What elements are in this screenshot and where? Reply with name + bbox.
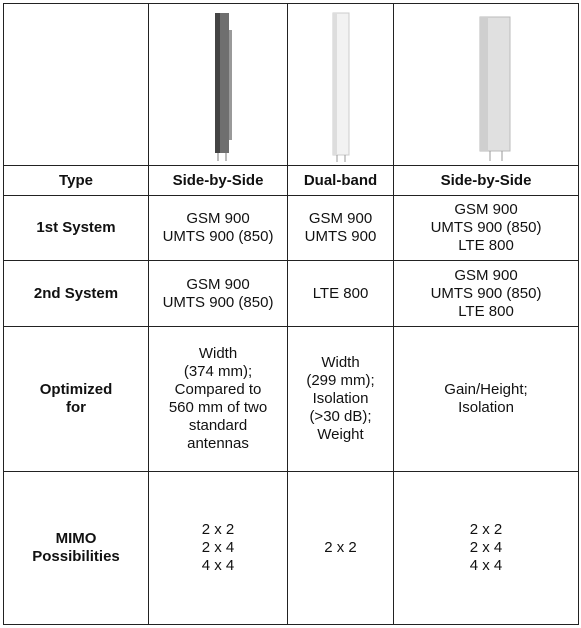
cell-line: GSM 900 — [186, 210, 250, 227]
cell-line: 2nd System — [33, 284, 119, 302]
cell-line: 4 x 4 — [201, 557, 235, 574]
cell-line: UMTS 900 (850) — [430, 284, 542, 302]
cell-line: 2 x 2 — [324, 539, 357, 556]
cell-line: Compared to — [174, 381, 262, 398]
cell-line: Isolation — [312, 390, 369, 407]
header-cell: Dual-band — [287, 165, 394, 196]
cell-line: (299 mm); — [306, 372, 375, 389]
header-cell: Side-by-Side — [393, 165, 579, 196]
cell-line: 2 x 4 — [469, 539, 503, 556]
cell-line: (>30 dB); — [309, 408, 372, 425]
antenna-image — [332, 12, 350, 162]
spec-table: Type Side-by-Side Dual-band Side-by-Side 1st… — [3, 3, 579, 625]
row-label: 1st System — [3, 195, 149, 261]
cell-line: UMTS 900 (850) — [162, 228, 274, 245]
cell-line: Width — [198, 345, 238, 362]
image-cell — [393, 3, 579, 166]
image-cell — [148, 3, 288, 166]
image-row — [3, 3, 579, 166]
cell-line: 2 x 2 — [469, 521, 503, 538]
row-label: Optimized for — [3, 326, 149, 472]
data-cell: Width (374 mm); Compared to 560 mm of two st… — [148, 326, 288, 472]
data-row: 1st System GSM 900 UMTS 900 (850) GSM 900 UM… — [3, 195, 579, 261]
cell-line: standard — [188, 417, 248, 434]
cell-line: antennas — [187, 435, 249, 452]
data-cell: LTE 800 — [287, 260, 394, 327]
cell-line: Optimized — [39, 381, 113, 398]
cell-line: UMTS 900 — [304, 228, 377, 245]
data-cell: Width (299 mm); Isolation (>30 dB); Weight — [287, 326, 394, 472]
cell-line: Weight — [317, 426, 364, 443]
header-cell: Type — [3, 165, 149, 196]
cell-line: 1st System — [36, 219, 116, 236]
cell-line: MIMO — [55, 530, 97, 547]
cell-line: GSM 900 — [186, 275, 250, 293]
cell-line: Width — [321, 354, 360, 371]
cell-line: 2 x 2 — [201, 521, 235, 538]
cell-line: 560 mm of two — [168, 399, 268, 416]
cell-line: GSM 900 — [454, 201, 518, 218]
cell-line: Gain/Height; — [444, 381, 528, 398]
cell-line: 2 x 4 — [201, 539, 235, 556]
data-cell: GSM 900 UMTS 900 — [287, 195, 394, 261]
data-cell: GSM 900 UMTS 900 (850) LTE 800 — [393, 260, 579, 327]
header-cell: Side-by-Side — [148, 165, 288, 196]
cell-line: LTE 800 — [458, 302, 514, 320]
cell-line: LTE 800 — [312, 284, 369, 302]
cell-line: GSM 900 — [308, 210, 373, 227]
cell-line: 4 x 4 — [469, 557, 503, 574]
header-row: Type Side-by-Side Dual-band Side-by-Side — [3, 165, 579, 196]
image-cell — [287, 3, 394, 166]
antenna-image — [215, 12, 232, 161]
cell-line: (374 mm); — [183, 363, 253, 380]
antenna-image — [479, 16, 511, 161]
data-row: 2nd System GSM 900 UMTS 900 (850) LTE 800 GS… — [3, 260, 579, 327]
cell-line: for — [66, 399, 86, 416]
cell-line: UMTS 900 (850) — [162, 293, 274, 311]
row-label: 2nd System — [3, 260, 149, 327]
cell-line: Isolation — [458, 399, 514, 416]
cell-line: LTE 800 — [458, 237, 514, 254]
data-row: Optimized for Width (374 mm); Compared to 560… — [3, 326, 579, 472]
cell-line: GSM 900 — [454, 266, 518, 284]
empty-cell — [3, 3, 149, 166]
data-cell: GSM 900 UMTS 900 (850) — [148, 260, 288, 327]
data-cell: 2 x 2 — [287, 471, 394, 625]
cell-line: UMTS 900 (850) — [430, 219, 542, 236]
data-cell: GSM 900 UMTS 900 (850) — [148, 195, 288, 261]
row-label: MIMO Possibilities — [3, 471, 149, 625]
cell-line: Possibilities — [32, 548, 120, 565]
data-cell: GSM 900 UMTS 900 (850) LTE 800 — [393, 195, 579, 261]
data-cell: Gain/Height; Isolation — [393, 326, 579, 472]
